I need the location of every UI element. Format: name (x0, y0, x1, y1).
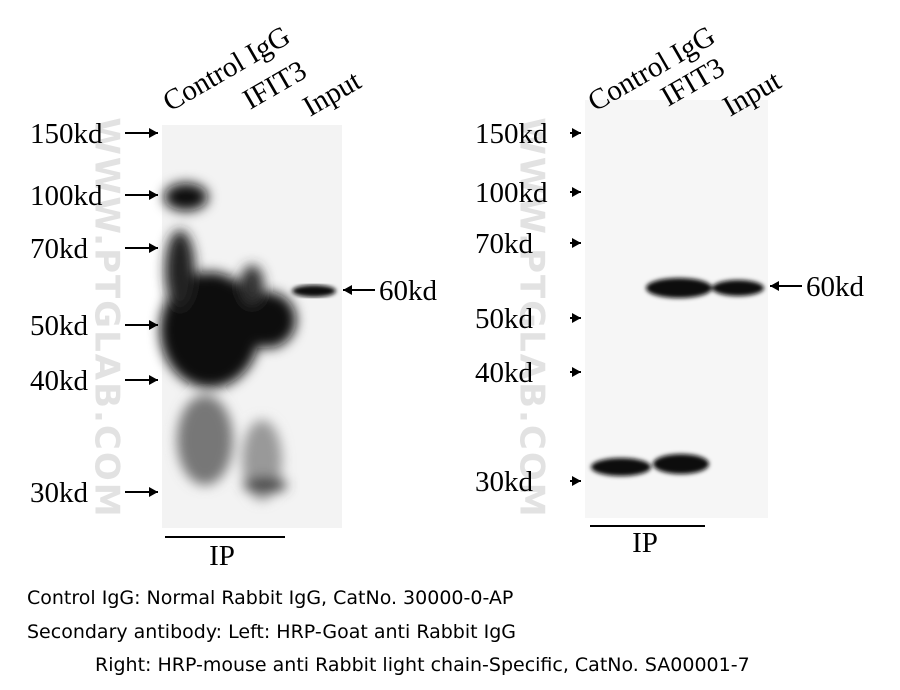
marker-label: 40kd (475, 357, 534, 389)
marker-label: 30kd (30, 477, 89, 509)
band-label: 60kd (806, 271, 865, 303)
arrow-head (572, 238, 581, 248)
group-label: IP (632, 527, 658, 559)
arrow-head (572, 476, 581, 486)
group-label: IP (209, 540, 235, 572)
marker-label: 100kd (30, 180, 103, 212)
watermark: WWW.PTGLAB.COM (87, 117, 127, 518)
watermark: WWW.PTGLAB.COM (512, 117, 552, 518)
marker-label: 150kd (30, 118, 103, 150)
bands-left (160, 183, 296, 500)
marker-label: 50kd (30, 310, 89, 342)
lane-label: Input (298, 65, 367, 123)
arrow-head (149, 375, 158, 385)
arrow-head (770, 281, 779, 291)
arrow-head (149, 320, 158, 330)
caption-line: Secondary antibody: Left: HRP-Goat anti … (27, 621, 516, 643)
marker-label: 40kd (30, 365, 89, 397)
arrow-head (572, 313, 581, 323)
band (292, 285, 336, 297)
marker-label: 30kd (475, 466, 534, 498)
arrow-head (149, 128, 158, 138)
arrow-head (572, 187, 581, 197)
marker-label: 50kd (475, 303, 534, 335)
caption-line: Right: HRP-mouse anti Rabbit light chain… (95, 654, 750, 676)
arrow-head (343, 285, 352, 295)
arrow-head (149, 190, 158, 200)
arrow-head (149, 243, 158, 253)
marker-label: 70kd (30, 233, 89, 265)
band-label: 60kd (379, 275, 438, 307)
arrow-head (149, 487, 158, 497)
marker-label: 150kd (475, 118, 548, 150)
blot-right (585, 100, 768, 518)
arrow-head (572, 367, 581, 377)
bands-right (591, 278, 764, 476)
arrow-head (572, 128, 581, 138)
marker-label: 70kd (475, 228, 534, 260)
marker-label: 100kd (475, 177, 548, 209)
caption-line: Control IgG: Normal Rabbit IgG, CatNo. 3… (27, 587, 513, 609)
